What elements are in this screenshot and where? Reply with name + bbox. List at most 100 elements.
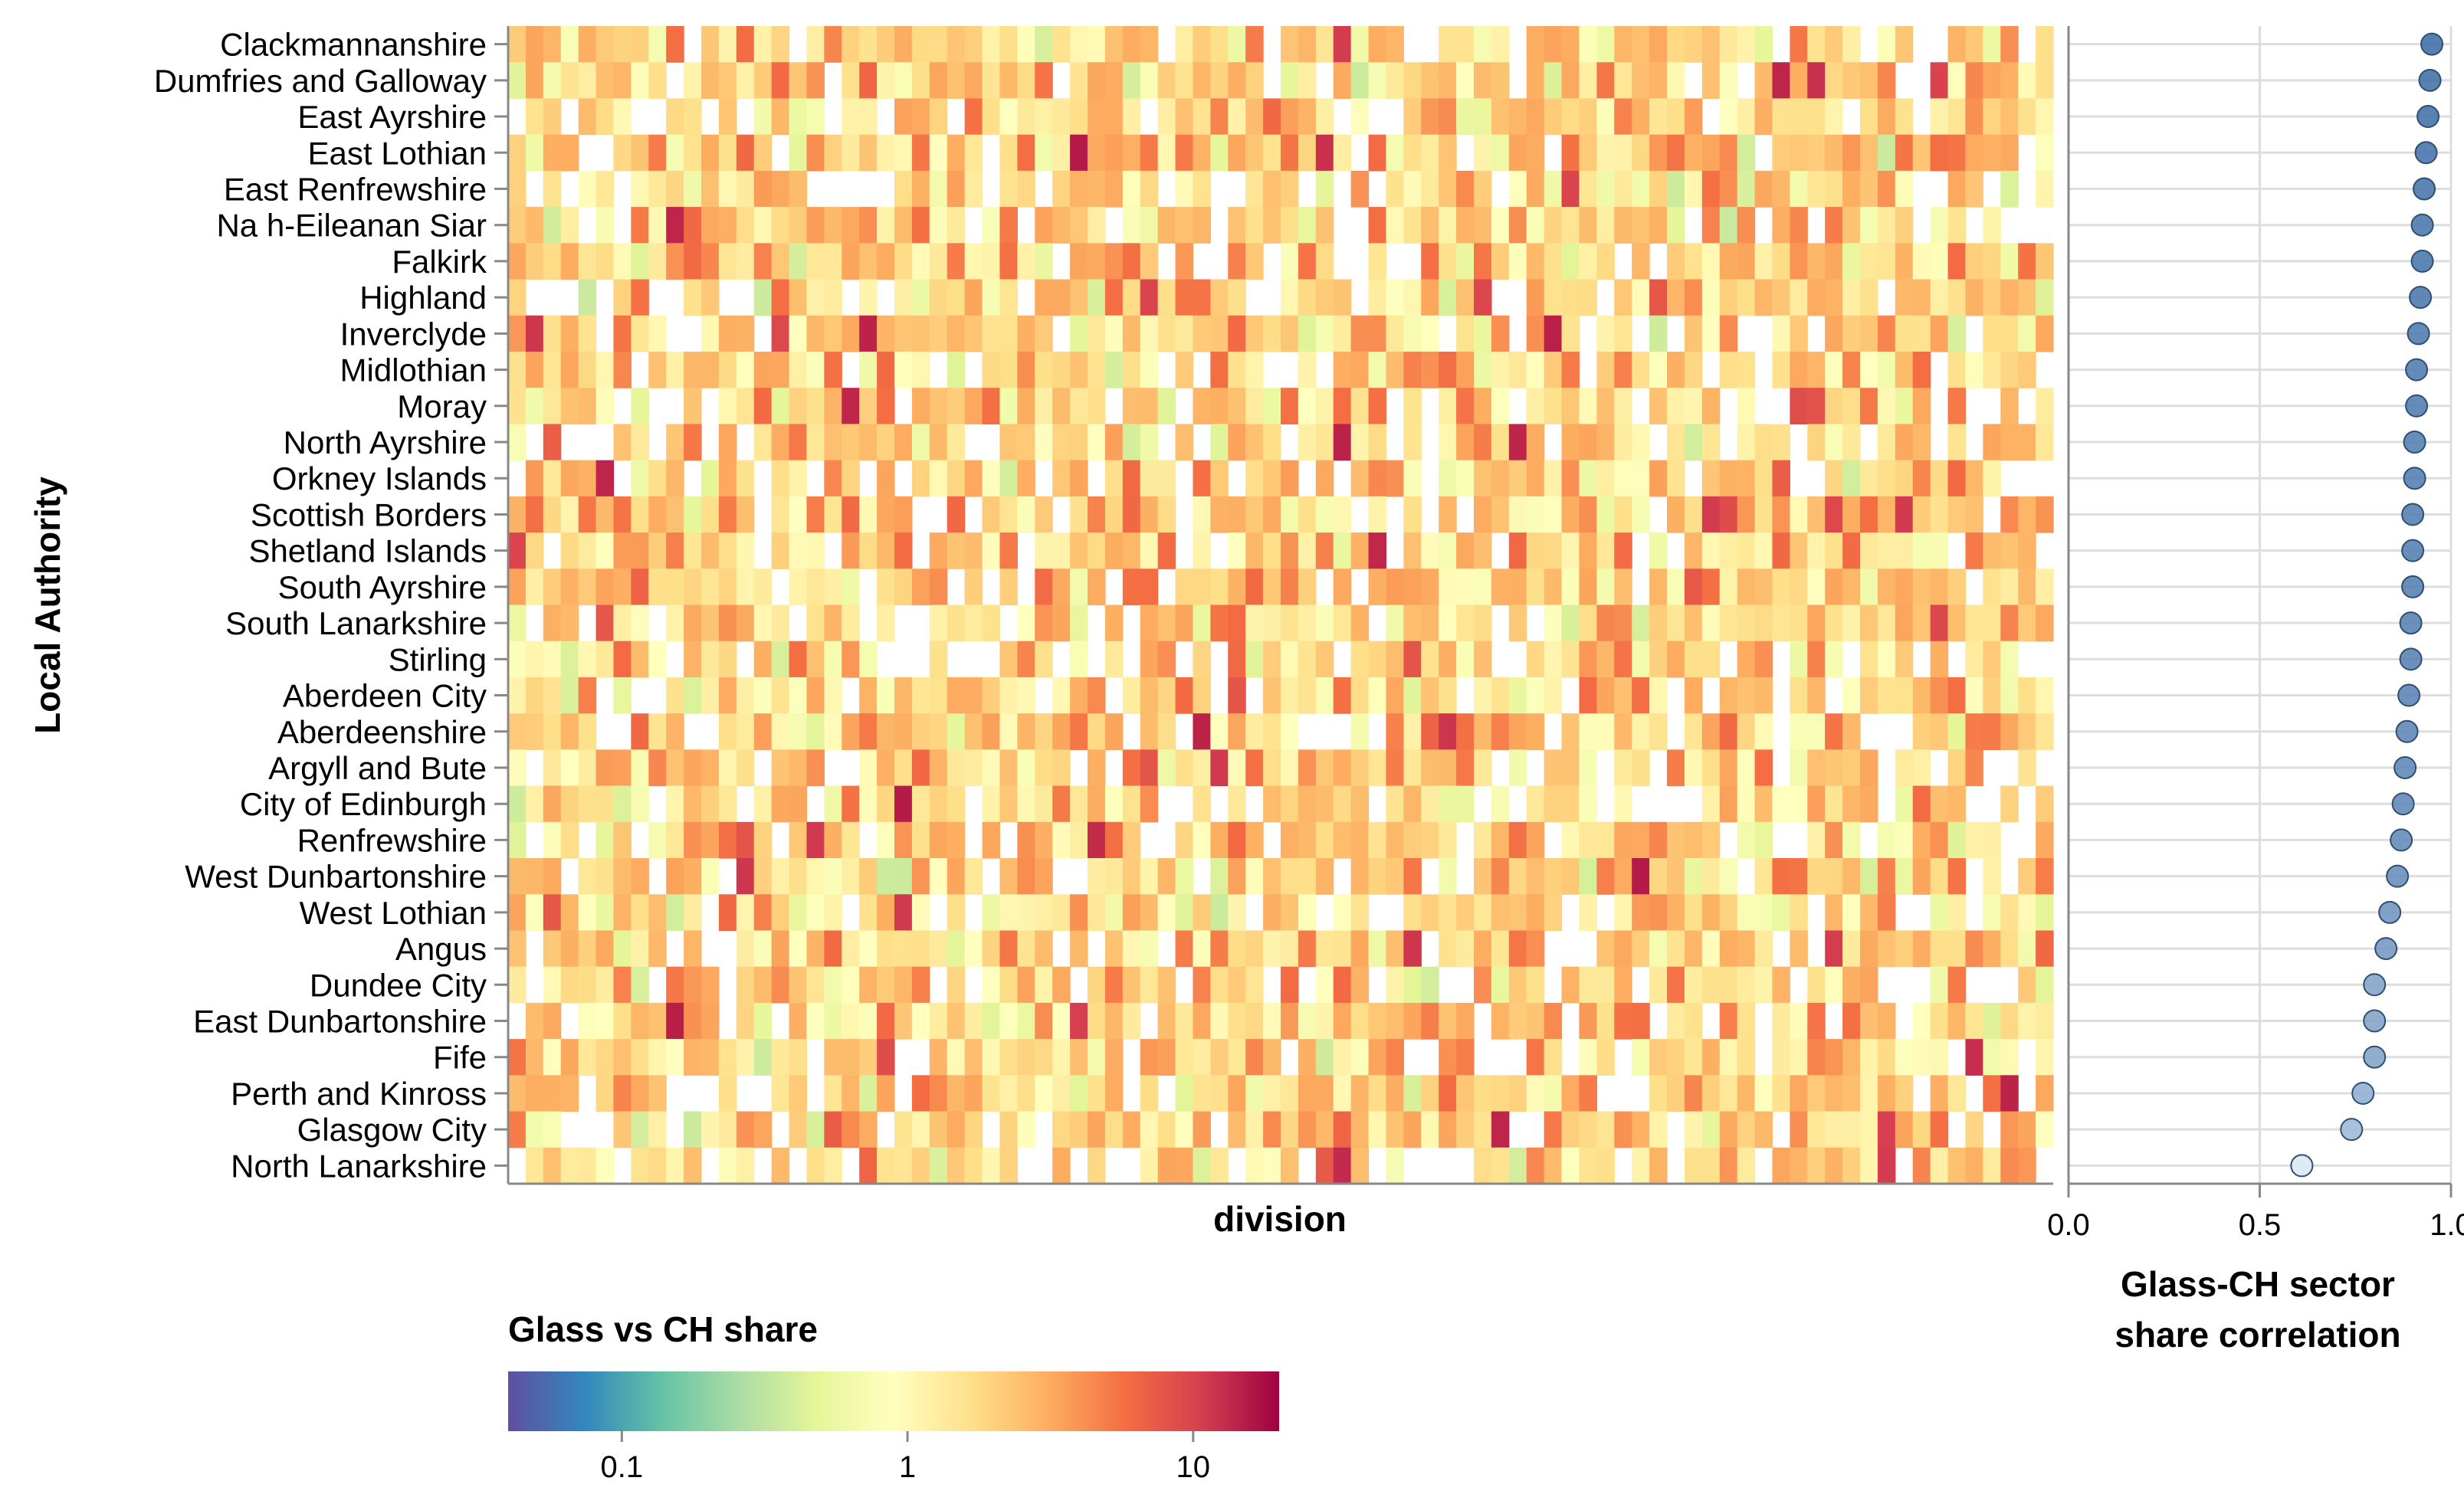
heatmap-cell [1210,424,1229,461]
heatmap-cell [648,532,667,569]
heatmap-cell [736,930,755,968]
heatmap-cell [1579,170,1597,208]
heatmap-cell [648,749,667,787]
heatmap-cell [1719,532,1738,569]
heatmap-cell [894,858,913,895]
heatmap-cell [1421,170,1439,208]
heatmap-cell [1439,98,1457,136]
heatmap-cell [1965,243,1983,280]
heatmap-cell [1912,604,1931,642]
heatmap-cell [824,26,842,63]
heatmap-cell [1474,315,1492,352]
heatmap-cell [789,207,808,244]
heatmap-cell [1474,170,1492,208]
heatmap-cell [1263,713,1281,750]
heatmap-cell [1912,930,1931,968]
heatmap-cell [1104,1111,1124,1148]
heatmap-cell [1175,170,1194,208]
heatmap-cell [1017,713,1035,750]
heatmap-cell [1701,62,1721,100]
heatmap-cell [1526,315,1545,352]
heatmap-cell [1754,641,1773,678]
heatmap-cell [560,677,579,714]
heatmap-cell [1193,170,1211,208]
heatmap-cell [1333,604,1352,642]
heatmap-cell [2000,98,2019,136]
heatmap-cell [1632,424,1650,461]
heatmap-cell [1544,62,1563,100]
heatmap-cell [1017,1111,1035,1148]
heatmap-cell [877,604,895,642]
heatmap-cell [718,424,737,461]
heatmap-cell [1526,62,1545,100]
heatmap-cell [1210,1002,1229,1040]
heatmap-cell [1754,1075,1773,1112]
heatmap-cell [789,749,808,787]
heatmap-cell [1947,677,1967,714]
heatmap-cell [842,62,860,100]
heatmap-cell [947,749,966,787]
heatmap-cell [1474,1111,1492,1148]
heatmap-cell [1508,749,1527,787]
heatmap-cell [1825,604,1843,642]
heatmap-cell [631,134,649,172]
heatmap-cell [1508,894,1527,932]
heatmap-cell [1298,1002,1317,1040]
heatmap-cell [947,821,966,859]
heatmap-cell [947,134,966,172]
heatmap-cell [1684,604,1703,642]
heatmap-cell [1350,460,1370,497]
heatmap-cell [1877,134,1896,172]
heatmap-cell [753,351,773,388]
heatmap-cell [595,170,615,208]
heatmap-cell [859,134,878,172]
heatmap-cell [1263,460,1281,497]
heatmap-cell [1035,134,1053,172]
heatmap-cell [666,749,684,787]
heatmap-cell [806,351,825,388]
heatmap-cell [929,424,948,461]
heatmap-cell [1122,821,1141,859]
heatmap-cell [1193,568,1211,606]
heatmap-cell [684,568,702,606]
heatmap-cell [560,894,579,932]
heatmap-cell [1474,207,1492,244]
heatmap-cell [894,243,913,280]
heatmap-cell [543,749,562,787]
heatmap-cell [1684,930,1703,968]
heatmap-cell [1245,1111,1264,1148]
heatmap-cell [1052,749,1071,787]
heatmap-cell [1667,62,1685,100]
heatmap-cell [2018,98,2036,136]
heatmap-cell [1052,894,1071,932]
heatmap-cell [894,496,913,533]
heatmap-cell [1649,641,1668,678]
heatmap-cell [1088,568,1106,606]
heatmap-cell [911,858,930,895]
heatmap-cell [1965,98,1983,136]
heatmap-cell [911,134,930,172]
heatmap-cell [1052,134,1071,172]
heatmap-cell [911,894,930,932]
correlation-point [2403,431,2426,454]
heatmap-cell [2000,713,2019,750]
heatmap-cell [1193,1147,1211,1184]
heatmap-cell [1245,1147,1264,1184]
heatmap-cell [1386,26,1404,63]
heatmap-cell [1157,279,1176,316]
legend-gradient-bar [508,1371,1279,1431]
heatmap-cell [1035,424,1053,461]
heatmap-cell [508,62,527,100]
heatmap-cell [1281,894,1299,932]
heatmap-cell [1228,315,1246,352]
heatmap-cell [1421,821,1439,859]
heatmap-cell [824,496,842,533]
heatmap-cell [1561,243,1580,280]
heatmap-cell [1298,1111,1317,1148]
heatmap-cell [2036,604,2054,642]
heatmap-cell [1877,858,1896,895]
heatmap-cell [508,170,527,208]
heatmap-cell [1193,604,1211,642]
heatmap-cell [771,966,790,1004]
heatmap-cell [1333,821,1352,859]
